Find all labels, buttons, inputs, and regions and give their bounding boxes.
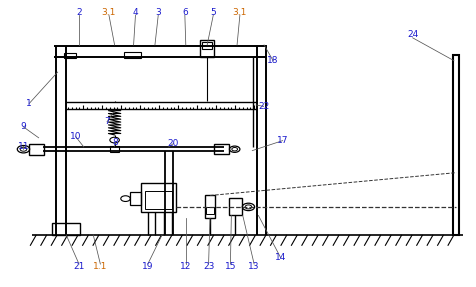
Bar	[205, 195, 215, 218]
Bar	[206, 207, 214, 214]
Text: 13: 13	[248, 262, 260, 272]
Text: 10: 10	[70, 132, 81, 141]
Bar	[228, 198, 242, 216]
Bar	[110, 146, 119, 152]
Text: 4: 4	[133, 8, 139, 17]
Text: 11: 11	[18, 142, 29, 151]
Text: 3.1: 3.1	[233, 8, 247, 17]
Text: 2: 2	[76, 8, 82, 17]
Bar	[200, 40, 214, 57]
Text: 1.1: 1.1	[93, 262, 108, 272]
Bar	[453, 55, 459, 235]
Text: 9: 9	[20, 123, 26, 131]
Text: 8: 8	[113, 138, 119, 148]
Text: 15: 15	[225, 262, 236, 272]
Text: 18: 18	[268, 56, 279, 65]
Bar	[52, 223, 80, 235]
Text: 7: 7	[104, 117, 110, 126]
Bar	[141, 183, 176, 212]
Text: 12: 12	[180, 262, 191, 272]
Bar	[64, 53, 76, 58]
Text: 5: 5	[210, 8, 216, 17]
Text: 14: 14	[275, 253, 287, 262]
Text: 22: 22	[258, 102, 269, 111]
Text: 19: 19	[142, 262, 154, 272]
Text: 21: 21	[73, 262, 85, 272]
Bar	[146, 191, 171, 209]
Text: 24: 24	[407, 30, 418, 40]
Bar	[29, 144, 44, 155]
Text: 23: 23	[203, 262, 214, 272]
Bar	[214, 144, 229, 154]
Text: 3: 3	[155, 8, 161, 17]
Bar	[124, 52, 141, 58]
Bar	[202, 42, 212, 49]
Text: 20: 20	[168, 139, 179, 148]
Text: 17: 17	[277, 136, 288, 145]
Text: 1: 1	[26, 99, 32, 108]
Text: 6: 6	[182, 8, 188, 17]
Text: 3.1: 3.1	[102, 8, 116, 17]
Bar	[130, 192, 141, 205]
